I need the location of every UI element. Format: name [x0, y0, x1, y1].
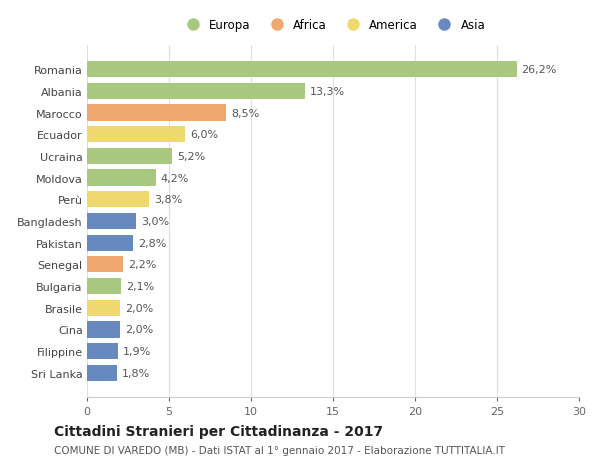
Text: 3,8%: 3,8%: [154, 195, 182, 205]
Text: 6,0%: 6,0%: [190, 130, 218, 140]
Bar: [87, 343, 118, 359]
Bar: [87, 105, 226, 121]
Text: 13,3%: 13,3%: [310, 87, 345, 96]
Text: 26,2%: 26,2%: [521, 65, 557, 75]
Bar: [87, 62, 517, 78]
Text: 8,5%: 8,5%: [232, 108, 260, 118]
Bar: [87, 127, 185, 143]
Bar: [87, 300, 120, 316]
Bar: [87, 192, 149, 208]
Bar: [87, 84, 305, 100]
Bar: [87, 213, 136, 230]
Bar: [87, 322, 120, 338]
Text: 2,1%: 2,1%: [127, 281, 155, 291]
Text: Cittadini Stranieri per Cittadinanza - 2017: Cittadini Stranieri per Cittadinanza - 2…: [54, 425, 383, 438]
Text: 2,0%: 2,0%: [125, 325, 153, 335]
Bar: [87, 278, 121, 295]
Text: 2,8%: 2,8%: [138, 238, 166, 248]
Text: 1,9%: 1,9%: [123, 347, 151, 356]
Bar: [87, 170, 156, 186]
Text: 5,2%: 5,2%: [177, 151, 205, 162]
Text: 2,0%: 2,0%: [125, 303, 153, 313]
Text: 3,0%: 3,0%: [141, 217, 169, 226]
Bar: [87, 365, 116, 381]
Text: 2,2%: 2,2%: [128, 260, 157, 270]
Text: 1,8%: 1,8%: [121, 368, 149, 378]
Text: 4,2%: 4,2%: [161, 173, 189, 183]
Bar: [87, 148, 172, 165]
Legend: Europa, Africa, America, Asia: Europa, Africa, America, Asia: [178, 17, 488, 34]
Bar: [87, 235, 133, 251]
Bar: [87, 257, 123, 273]
Text: COMUNE DI VAREDO (MB) - Dati ISTAT al 1° gennaio 2017 - Elaborazione TUTTITALIA.: COMUNE DI VAREDO (MB) - Dati ISTAT al 1°…: [54, 445, 505, 455]
